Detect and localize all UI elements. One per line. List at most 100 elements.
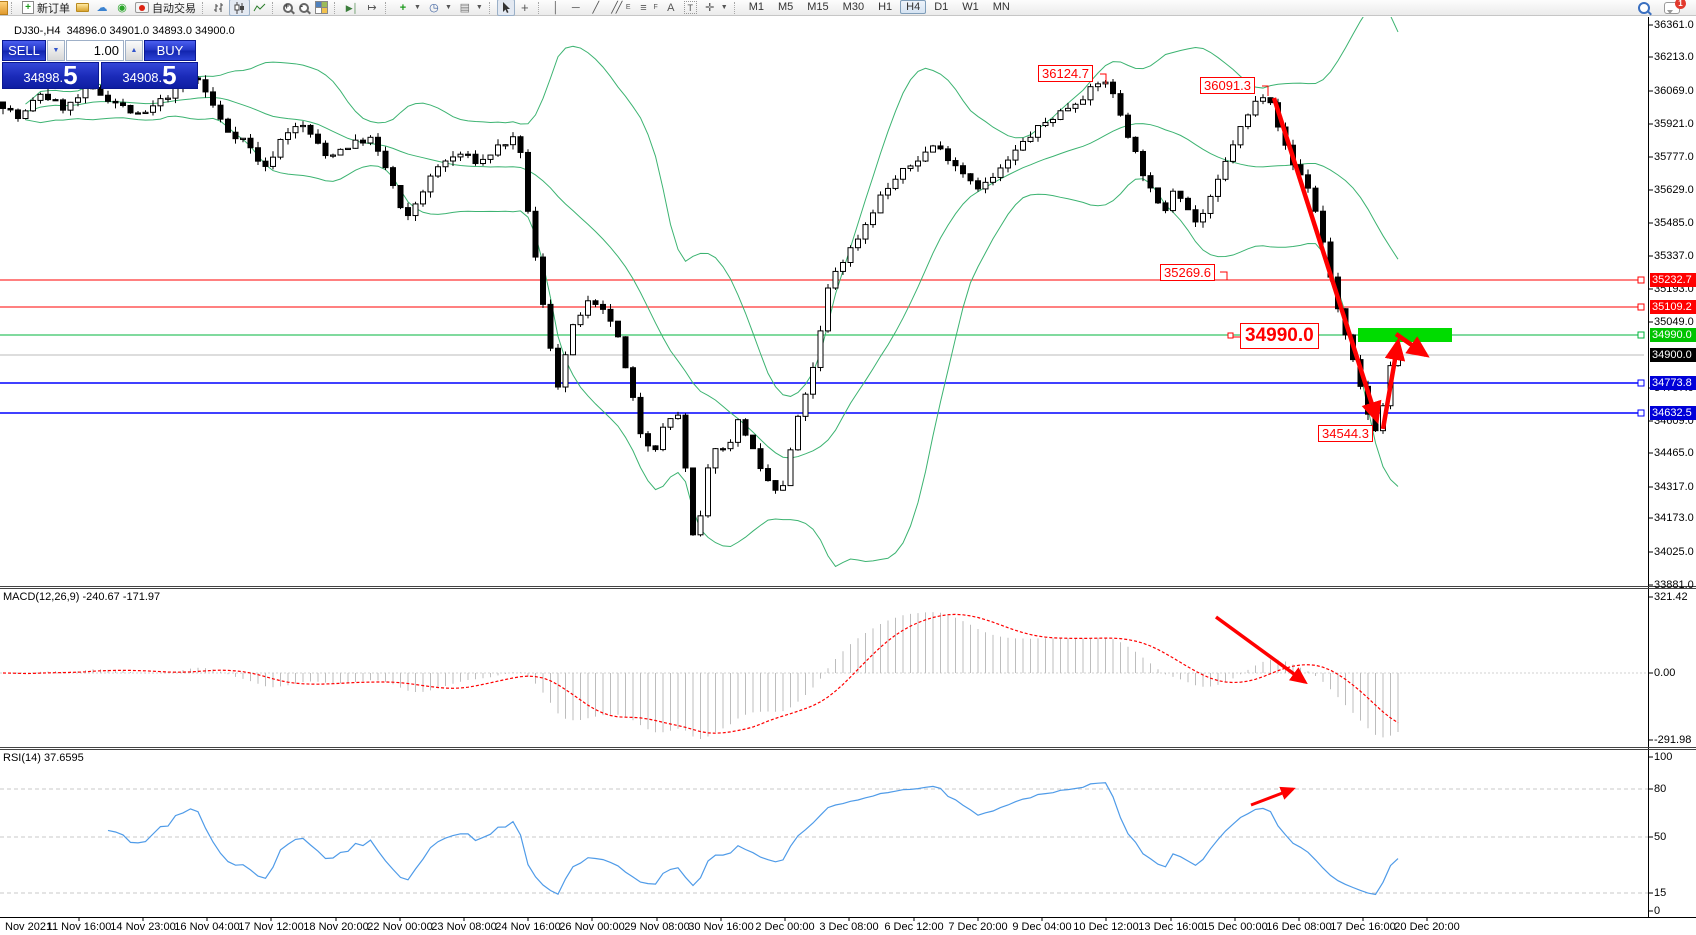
time-axis-label: 29 Nov 08:00 [624, 921, 690, 933]
time-axis-label: 24 Nov 16:00 [495, 921, 561, 933]
candlestick-chart-button[interactable] [229, 0, 250, 16]
volume-decrease-button[interactable]: ▼ [47, 40, 65, 61]
auto-trading-button[interactable]: 自动交易 [132, 0, 199, 15]
time-axis-label: 3 Dec 08:00 [819, 921, 879, 933]
price-annotation[interactable]: 36091.3 [1200, 77, 1255, 94]
buy-price-main: 34908. [122, 70, 163, 85]
timeframe-button-w1[interactable]: W1 [962, 1, 979, 13]
price-axis-tick: 34317.0 [1654, 481, 1694, 493]
text-icon: A [667, 1, 675, 14]
trendline-icon: ╱ [592, 1, 600, 14]
indicators-button[interactable]: + ▼ [393, 0, 424, 15]
sell-button[interactable]: SELL [2, 40, 46, 61]
toolbar-separator [11, 1, 16, 14]
timeframe-group: M1 M5 M15 M30 H1 H4 D1 W1 MN [742, 0, 1017, 14]
price-axis-tick: 36213.0 [1654, 51, 1694, 63]
price-line-axis-label: 34990.0 [1650, 328, 1696, 342]
time-axis-label: 16 Nov 04:00 [174, 921, 240, 933]
price-axis-tick: 35337.0 [1654, 250, 1694, 262]
price-axis-tick: 35921.0 [1654, 118, 1694, 130]
time-axis-label: 20 Dec 20:00 [1394, 921, 1460, 933]
search-icon[interactable] [1638, 1, 1650, 14]
shapes-tool[interactable]: ✛ ▼ [700, 0, 731, 15]
trendline-tool[interactable]: ╱ [586, 0, 606, 15]
time-axis-label: 30 Nov 16:00 [688, 921, 754, 933]
bar-chart-button[interactable] [210, 0, 229, 15]
new-order-label: 新订单 [37, 2, 70, 15]
price-annotation[interactable]: 36124.7 [1038, 65, 1093, 82]
chat-icon[interactable]: 1 [1664, 0, 1686, 14]
zoom-in-button[interactable]: + [280, 0, 296, 15]
buy-price-big-digit: 5 [162, 60, 177, 90]
cloud-button[interactable]: ☁ [92, 0, 112, 15]
crosshair-tool-button[interactable]: + [515, 0, 535, 15]
buy-price-display[interactable]: 34908. 5 [101, 62, 198, 89]
timeframe-button-m30[interactable]: M30 [842, 1, 865, 13]
sell-price-big-digit: 5 [63, 60, 78, 90]
text-tool[interactable]: A [661, 0, 681, 15]
toolbar-separator [334, 1, 339, 14]
periods-button[interactable]: ◷ ▼ [424, 0, 455, 15]
toolbar-right: 1 [1638, 0, 1694, 14]
time-axis-label: 17 Dec 16:00 [1330, 921, 1396, 933]
sell-price-display[interactable]: 34898. 5 [2, 62, 99, 89]
vertical-line-tool[interactable]: │ [546, 0, 566, 15]
timeframe-button-m5[interactable]: M5 [777, 1, 794, 13]
new-order-button[interactable]: + 新订单 [19, 0, 73, 15]
zoom-out-button[interactable]: - [296, 0, 312, 15]
time-axis-label: 9 Dec 04:00 [1012, 921, 1072, 933]
price-line-axis-label: 35232.7 [1650, 273, 1696, 287]
line-chart-button[interactable] [250, 0, 269, 15]
toolbar-separator [537, 1, 543, 14]
timeframe-button-m1[interactable]: M1 [748, 1, 764, 13]
auto-scroll-button[interactable]: ▶│ [342, 0, 362, 15]
macd-scale-label: 321.42 [1654, 591, 1688, 603]
rsi-scale-label: 0 [1654, 905, 1661, 917]
notification-badge: 1 [1675, 0, 1686, 9]
buy-button[interactable]: BUY [144, 40, 196, 61]
toolbar-separator [733, 1, 739, 14]
timeframe-button-h4[interactable]: H4 [900, 0, 927, 14]
price-annotation[interactable]: 34990.0 [1240, 323, 1319, 349]
timeframe-button-m15[interactable]: M15 [807, 1, 829, 13]
timeframe-button-h1[interactable]: H1 [878, 1, 893, 13]
volume-increase-button[interactable]: ▲ [125, 40, 143, 61]
price-annotation[interactable]: 34544.3 [1318, 425, 1373, 442]
timeframe-button-d1[interactable]: D1 [934, 1, 949, 13]
horizontal-line-tool[interactable]: ─ [566, 0, 586, 15]
channel-tool[interactable]: ╱╱ E [606, 0, 634, 15]
indicators-icon: + [399, 1, 407, 14]
volume-input[interactable] [66, 40, 124, 61]
price-axis-tick: 35485.0 [1654, 217, 1694, 229]
fibonacci-tool[interactable]: ≡ F [633, 0, 660, 15]
chart-title: DJ30-,H4 34896.0 34901.0 34893.0 34900.0 [14, 25, 235, 37]
deposit-button[interactable] [73, 0, 92, 15]
toolbar-separator [272, 1, 277, 14]
chart-shift-button[interactable]: ↦ [362, 0, 382, 15]
tile-windows-button[interactable] [312, 0, 331, 15]
fibonacci-icon: ≡ [640, 1, 647, 14]
cursor-tool-button[interactable] [496, 0, 515, 16]
timeframe-button-mn[interactable]: MN [992, 1, 1010, 13]
time-axis-label: 2 Dec 00:00 [755, 921, 815, 933]
price-axis-tick: 36069.0 [1654, 85, 1694, 97]
arrows-icon: ✛ [705, 1, 715, 14]
sell-price-main: 34898. [23, 70, 64, 85]
price-axis-tick: 33881.0 [1654, 579, 1694, 591]
price-annotation[interactable]: 35269.6 [1160, 264, 1215, 281]
price-line-axis-label: 34900.0 [1650, 348, 1696, 362]
templates-button[interactable]: ▤ ▼ [455, 0, 486, 15]
price-axis-tick: 34025.0 [1654, 546, 1694, 558]
price-axis-tick: 35049.0 [1654, 316, 1694, 328]
text-label-tool[interactable]: T [681, 0, 700, 15]
signal-icon: ◉ [117, 1, 127, 14]
price-axis-tick: 34465.0 [1654, 447, 1694, 459]
new-order-icon: + [22, 1, 34, 14]
rsi-scale-label: 80 [1654, 783, 1667, 795]
zoom-out-icon: - [299, 1, 309, 13]
signal-button[interactable]: ◉ [112, 0, 132, 15]
one-click-trading-panel: SELL ▼ ▲ BUY 34898.5 34908.5 [2, 40, 198, 89]
price-line-axis-label: 34773.8 [1650, 376, 1696, 390]
time-axis-label: 14 Nov 23:00 [110, 921, 176, 933]
